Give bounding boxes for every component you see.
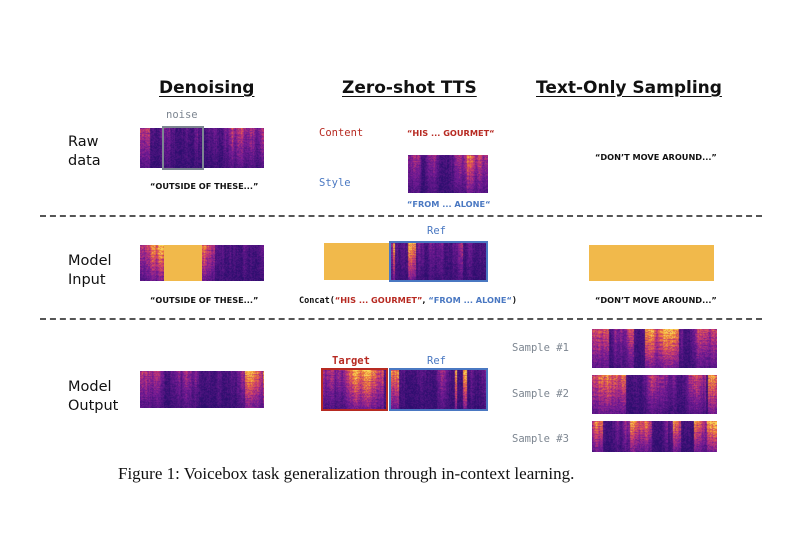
style-quote: “FROM ... ALONE“	[407, 199, 491, 209]
text-only-mask	[589, 245, 714, 281]
ref-label-output: Ref	[427, 355, 446, 367]
row-separator	[40, 318, 762, 320]
input-quote-text-only: “DON’T MOVE AROUND...”	[595, 295, 717, 305]
content-quote: “HIS ... GOURMET“	[407, 128, 495, 138]
noise-label: noise	[166, 109, 198, 121]
concat-sep: ,	[422, 295, 429, 305]
ref-label-input: Ref	[427, 225, 446, 237]
row-label-raw-data: Raw data	[68, 133, 101, 171]
target-label: Target	[332, 355, 370, 367]
col-title-text-only: Text-Only Sampling	[536, 78, 722, 98]
sample-spectrogram-3	[592, 421, 717, 452]
target-box	[321, 368, 388, 411]
ref-box-output	[389, 368, 488, 411]
concat-prefix: Concat(	[299, 296, 335, 306]
sample-label-2: Sample #2	[512, 388, 569, 400]
row-label-model-input: Model Input	[68, 252, 112, 290]
col-title-denoising: Denoising	[159, 78, 255, 98]
row-label-line: Model	[68, 253, 112, 269]
sample-label-1: Sample #1	[512, 342, 569, 354]
concat-style: “FROM ... ALONE“	[428, 295, 512, 305]
sample-spectrogram-2	[592, 375, 717, 414]
row-label-line: Output	[68, 398, 119, 414]
row-label-line: Input	[68, 272, 106, 288]
ref-spectrogram-input	[391, 243, 486, 280]
sample-label-3: Sample #3	[512, 433, 569, 445]
concat-suffix: )	[511, 296, 517, 306]
style-label: Style	[319, 177, 351, 189]
output-spectrogram-denoising	[140, 371, 264, 408]
row-label-line: Raw	[68, 134, 99, 150]
input-spectrogram-denoising	[140, 245, 264, 281]
concat-content: “HIS ... GOURMET”	[334, 295, 423, 305]
raw-quote-text-only: “DON’T MOVE AROUND...”	[595, 152, 717, 162]
masked-region	[164, 245, 202, 281]
sample-spectrogram-1	[592, 329, 717, 368]
row-label-line: Model	[68, 379, 112, 395]
concat-expression: Concat(“HIS ... GOURMET”, “FROM ... ALON…	[299, 295, 517, 306]
row-label-model-output: Model Output	[68, 378, 118, 416]
target-spectrogram	[323, 370, 386, 409]
row-separator	[40, 215, 762, 217]
row-label-line: data	[68, 153, 101, 169]
style-spectrogram	[408, 155, 488, 193]
content-placeholder	[324, 243, 391, 280]
col-title-zero-shot: Zero-shot TTS	[342, 78, 477, 98]
raw-quote-denoising: “OUTSIDE OF THESE...”	[150, 181, 259, 191]
content-label: Content	[319, 127, 364, 139]
input-quote-denoising: “OUTSIDE OF THESE...”	[150, 295, 259, 305]
noise-region-box	[162, 126, 204, 170]
ref-box-input	[389, 241, 488, 282]
ref-spectrogram-output	[391, 370, 486, 409]
figure-caption: Figure 1: Voicebox task generalization t…	[118, 464, 575, 483]
